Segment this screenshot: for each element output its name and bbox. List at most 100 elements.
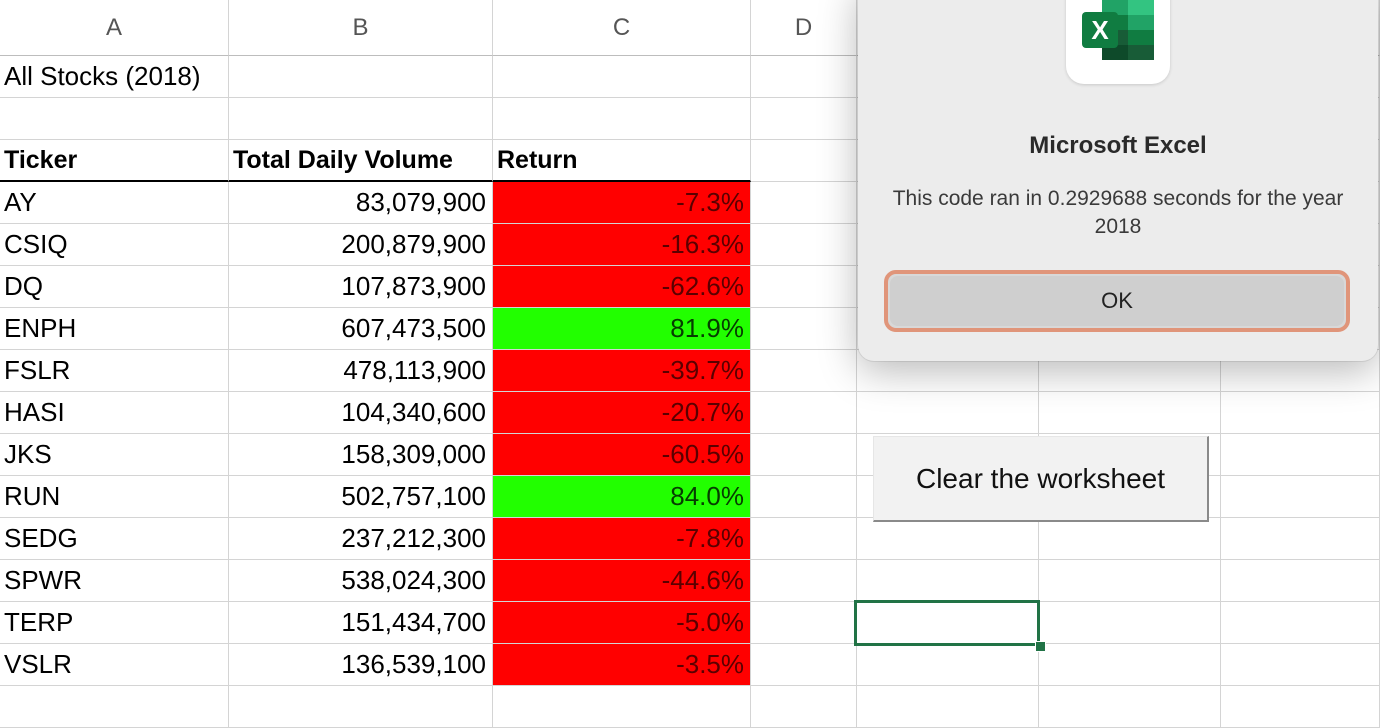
dialog-message: This code ran in 0.2929688 seconds for t… — [892, 187, 1344, 238]
ticker-cell[interactable]: CSIQ — [0, 224, 229, 266]
return-cell[interactable]: -60.5% — [493, 434, 751, 476]
grid-cell[interactable] — [1221, 686, 1380, 728]
alert-dialog: X Microsoft Excel This code ran in 0.292… — [858, 0, 1378, 361]
grid-cell[interactable] — [1221, 518, 1380, 560]
grid-cell[interactable] — [751, 98, 857, 140]
return-cell[interactable]: -39.7% — [493, 350, 751, 392]
grid-cell[interactable] — [751, 140, 857, 182]
ticker-cell[interactable]: VSLR — [0, 644, 229, 686]
return-cell[interactable]: -20.7% — [493, 392, 751, 434]
grid-cell[interactable] — [1039, 644, 1221, 686]
grid-cell[interactable] — [0, 98, 229, 140]
grid-cell[interactable] — [1221, 476, 1380, 518]
microsoft-excel-icon: X — [1082, 0, 1154, 60]
column-header-c[interactable]: C — [493, 0, 751, 56]
grid-cell[interactable] — [751, 182, 857, 224]
grid-cell[interactable] — [751, 392, 857, 434]
return-cell[interactable]: -3.5% — [493, 644, 751, 686]
grid-cell[interactable] — [1221, 602, 1380, 644]
grid-cell[interactable] — [1039, 560, 1221, 602]
volume-cell[interactable]: 538,024,300 — [229, 560, 493, 602]
grid-cell[interactable] — [751, 644, 857, 686]
excel-icon-letter: X — [1091, 15, 1109, 45]
table-header-cell[interactable]: Total Daily Volume — [229, 140, 493, 182]
volume-cell[interactable]: 607,473,500 — [229, 308, 493, 350]
return-cell[interactable]: -16.3% — [493, 224, 751, 266]
volume-cell[interactable]: 151,434,700 — [229, 602, 493, 644]
return-cell[interactable]: -7.3% — [493, 182, 751, 224]
column-header-b[interactable]: B — [229, 0, 493, 56]
grid-cell[interactable] — [751, 518, 857, 560]
ticker-cell[interactable]: RUN — [0, 476, 229, 518]
grid-cell[interactable] — [493, 686, 751, 728]
app-icon-container: X — [1066, 0, 1170, 84]
grid-cell[interactable] — [857, 350, 1039, 392]
return-cell[interactable]: -62.6% — [493, 266, 751, 308]
ok-button-label: OK — [890, 276, 1344, 326]
grid-cell[interactable] — [1039, 350, 1221, 392]
grid-cell[interactable] — [857, 560, 1039, 602]
grid-cell[interactable] — [1221, 560, 1380, 602]
table-header-cell[interactable]: Ticker — [0, 140, 229, 182]
ticker-cell[interactable]: TERP — [0, 602, 229, 644]
volume-cell[interactable]: 107,873,900 — [229, 266, 493, 308]
volume-cell[interactable]: 104,340,600 — [229, 392, 493, 434]
grid-cell[interactable] — [0, 686, 229, 728]
grid-cell[interactable] — [857, 686, 1039, 728]
ok-button[interactable]: OK — [884, 270, 1350, 332]
grid-cell[interactable] — [751, 266, 857, 308]
grid-cell[interactable] — [751, 560, 857, 602]
ticker-cell[interactable]: HASI — [0, 392, 229, 434]
volume-cell[interactable]: 502,757,100 — [229, 476, 493, 518]
grid-cell[interactable] — [229, 56, 493, 98]
volume-cell[interactable]: 83,079,900 — [229, 182, 493, 224]
return-cell[interactable]: 81.9% — [493, 308, 751, 350]
grid-cell[interactable] — [1039, 686, 1221, 728]
sheet-title-cell[interactable]: All Stocks (2018) — [0, 56, 229, 98]
grid-cell[interactable] — [1039, 602, 1221, 644]
grid-cell[interactable] — [857, 644, 1039, 686]
return-cell[interactable]: -7.8% — [493, 518, 751, 560]
clear-worksheet-button[interactable]: Clear the worksheet — [873, 436, 1209, 522]
volume-cell[interactable]: 136,539,100 — [229, 644, 493, 686]
grid-cell[interactable] — [1221, 434, 1380, 476]
ticker-cell[interactable]: DQ — [0, 266, 229, 308]
table-header-cell[interactable]: Return — [493, 140, 751, 182]
selected-cell[interactable] — [854, 600, 1040, 646]
grid-cell[interactable] — [229, 686, 493, 728]
ticker-cell[interactable]: ENPH — [0, 308, 229, 350]
ticker-cell[interactable]: SPWR — [0, 560, 229, 602]
column-header-a[interactable]: A — [0, 0, 229, 56]
grid-cell[interactable] — [1039, 392, 1221, 434]
volume-cell[interactable]: 158,309,000 — [229, 434, 493, 476]
grid-cell[interactable] — [493, 56, 751, 98]
grid-cell[interactable] — [751, 56, 857, 98]
column-header-d[interactable]: D — [751, 0, 857, 56]
return-cell[interactable]: -44.6% — [493, 560, 751, 602]
dialog-title: Microsoft Excel — [1029, 132, 1207, 159]
ticker-cell[interactable]: SEDG — [0, 518, 229, 560]
ticker-cell[interactable]: JKS — [0, 434, 229, 476]
grid-cell[interactable] — [857, 392, 1039, 434]
grid-cell[interactable] — [493, 98, 751, 140]
grid-cell[interactable] — [751, 308, 857, 350]
fill-handle[interactable] — [1035, 641, 1046, 652]
grid-cell[interactable] — [857, 518, 1039, 560]
grid-cell[interactable] — [229, 98, 493, 140]
grid-cell[interactable] — [751, 350, 857, 392]
grid-cell[interactable] — [1221, 644, 1380, 686]
grid-cell[interactable] — [751, 602, 857, 644]
ticker-cell[interactable]: FSLR — [0, 350, 229, 392]
grid-cell[interactable] — [751, 476, 857, 518]
return-cell[interactable]: -5.0% — [493, 602, 751, 644]
grid-cell[interactable] — [1221, 392, 1380, 434]
grid-cell[interactable] — [751, 224, 857, 266]
volume-cell[interactable]: 478,113,900 — [229, 350, 493, 392]
return-cell[interactable]: 84.0% — [493, 476, 751, 518]
ticker-cell[interactable]: AY — [0, 182, 229, 224]
grid-cell[interactable] — [751, 434, 857, 476]
volume-cell[interactable]: 237,212,300 — [229, 518, 493, 560]
volume-cell[interactable]: 200,879,900 — [229, 224, 493, 266]
grid-cell[interactable] — [751, 686, 857, 728]
grid-cell[interactable] — [1039, 518, 1221, 560]
